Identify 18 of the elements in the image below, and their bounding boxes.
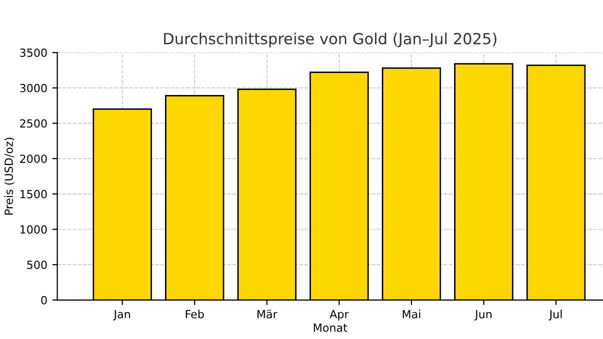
y-tick-label: 3500 (20, 48, 47, 57)
y-tick-label: 0 (41, 296, 47, 304)
x-tick-label: Apr (330, 310, 349, 320)
x-tick-label: Jul (548, 310, 562, 320)
y-axis-title: Preis (USD/oz) (4, 138, 14, 215)
y-tick-label: 2500 (20, 119, 47, 128)
y-tick-label: 500 (27, 260, 47, 270)
x-tick-label: Mär (258, 310, 278, 318)
x-tick-label: Mai (402, 310, 420, 318)
x-tick-label: Jun (474, 310, 492, 320)
y-tick-label: 3000 (20, 84, 47, 92)
y-tick-label: 2000 (20, 154, 47, 163)
x-tick-label: Jan (113, 310, 130, 320)
y-tick-label: 1500 (20, 190, 47, 198)
y-tick-label: 1000 (20, 225, 47, 234)
chart-title: Durchschnittspreise von Gold (Jan–Jul 2025) (164, 32, 496, 48)
x-tick-label: Feb (186, 310, 204, 318)
x-axis-title: Monat (314, 324, 348, 332)
